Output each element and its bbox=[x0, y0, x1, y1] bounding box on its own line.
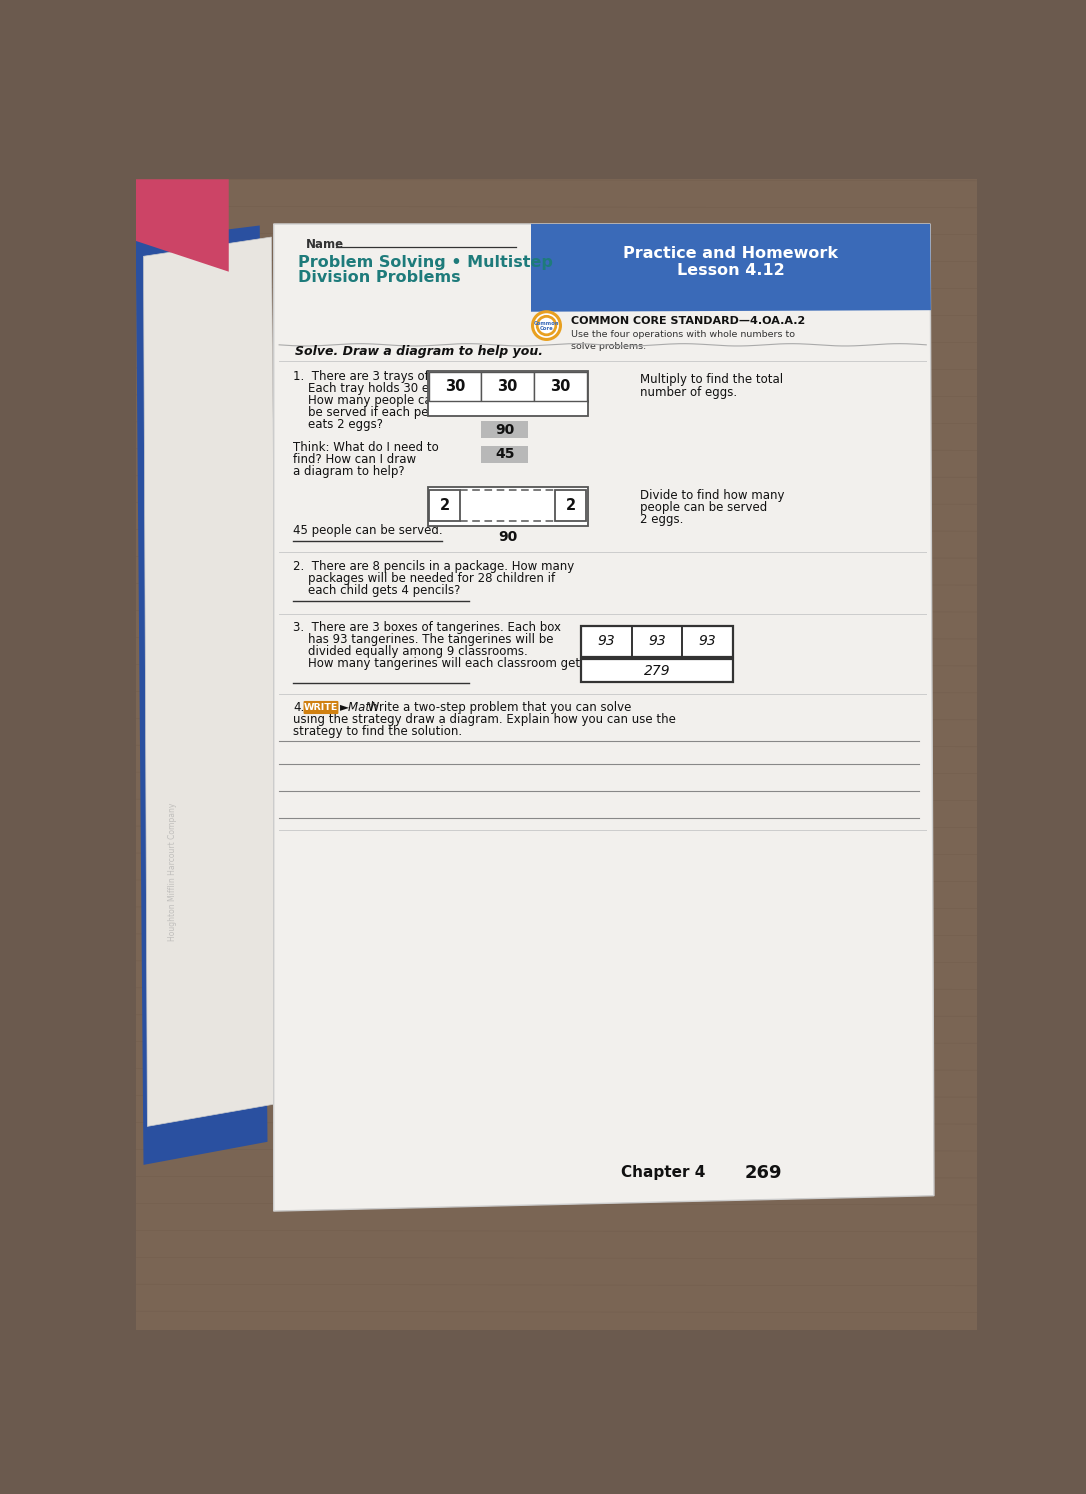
Text: be served if each person: be served if each person bbox=[293, 406, 454, 418]
Text: Chapter 4: Chapter 4 bbox=[620, 1165, 705, 1180]
Text: 90: 90 bbox=[498, 529, 517, 544]
Polygon shape bbox=[136, 226, 267, 1165]
Text: 3.  There are 3 boxes of tangerines. Each box: 3. There are 3 boxes of tangerines. Each… bbox=[293, 622, 561, 635]
Text: find? How can I draw: find? How can I draw bbox=[293, 453, 416, 466]
Bar bbox=[581, 626, 732, 657]
Text: Name: Name bbox=[306, 238, 344, 251]
Text: 93: 93 bbox=[597, 635, 616, 648]
Text: Common: Common bbox=[533, 321, 559, 326]
Text: 2: 2 bbox=[440, 499, 450, 514]
Polygon shape bbox=[274, 224, 934, 1212]
FancyBboxPatch shape bbox=[304, 701, 339, 714]
Text: 45 people can be served.: 45 people can be served. bbox=[293, 523, 443, 536]
Bar bbox=[428, 371, 588, 402]
Polygon shape bbox=[136, 179, 229, 272]
Text: Write a two-step problem that you can solve: Write a two-step problem that you can so… bbox=[365, 701, 632, 714]
Text: How many tangerines will each classroom get?: How many tangerines will each classroom … bbox=[293, 657, 586, 671]
Text: Each tray holds 30 eggs.: Each tray holds 30 eggs. bbox=[293, 382, 454, 396]
Text: WRITE: WRITE bbox=[304, 704, 338, 713]
Text: Think: What do I need to: Think: What do I need to bbox=[293, 441, 439, 454]
Bar bbox=[429, 490, 460, 521]
Polygon shape bbox=[143, 238, 279, 1126]
Circle shape bbox=[534, 314, 559, 338]
Text: 45: 45 bbox=[495, 447, 515, 462]
Bar bbox=[481, 372, 534, 400]
Text: number of eggs.: number of eggs. bbox=[640, 385, 736, 399]
Bar bbox=[534, 372, 586, 400]
Text: 30: 30 bbox=[551, 379, 570, 394]
Bar bbox=[555, 490, 586, 521]
Text: 90: 90 bbox=[495, 423, 515, 436]
Text: strategy to find the solution.: strategy to find the solution. bbox=[293, 725, 463, 738]
Text: 93: 93 bbox=[648, 635, 666, 648]
Text: 4.: 4. bbox=[293, 701, 304, 714]
Text: 2 eggs.: 2 eggs. bbox=[640, 514, 683, 526]
Bar bbox=[428, 487, 588, 526]
Text: each child gets 4 pencils?: each child gets 4 pencils? bbox=[293, 584, 460, 596]
Text: 93: 93 bbox=[698, 635, 716, 648]
Polygon shape bbox=[531, 224, 931, 312]
Text: using the strategy draw a diagram. Explain how you can use the: using the strategy draw a diagram. Expla… bbox=[293, 713, 675, 726]
Text: eats 2 eggs?: eats 2 eggs? bbox=[293, 418, 383, 430]
Text: Core: Core bbox=[540, 326, 554, 332]
Text: Houghton Mifflin Harcourt Company: Houghton Mifflin Harcourt Company bbox=[168, 804, 177, 941]
Text: 2: 2 bbox=[566, 499, 576, 514]
Text: 1.  There are 3 trays of eggs.: 1. There are 3 trays of eggs. bbox=[293, 371, 465, 384]
Bar bbox=[481, 445, 528, 463]
Text: divided equally among 9 classrooms.: divided equally among 9 classrooms. bbox=[293, 645, 528, 659]
Text: 269: 269 bbox=[745, 1164, 782, 1182]
Circle shape bbox=[531, 311, 561, 341]
Text: Divide to find how many: Divide to find how many bbox=[640, 489, 784, 502]
Bar bbox=[481, 421, 528, 438]
Text: Multiply to find the total: Multiply to find the total bbox=[640, 374, 783, 387]
Bar bbox=[429, 372, 481, 400]
Text: Solve. Draw a diagram to help you.: Solve. Draw a diagram to help you. bbox=[294, 345, 543, 359]
Text: 279: 279 bbox=[644, 663, 670, 678]
Text: Practice and Homework: Practice and Homework bbox=[623, 245, 838, 260]
Text: a diagram to help?: a diagram to help? bbox=[293, 465, 405, 478]
Text: COMMON CORE STANDARD—4.OA.A.2: COMMON CORE STANDARD—4.OA.A.2 bbox=[571, 315, 806, 326]
Text: 30: 30 bbox=[445, 379, 465, 394]
Text: has 93 tangerines. The tangerines will be: has 93 tangerines. The tangerines will b… bbox=[293, 633, 554, 647]
Text: people can be served: people can be served bbox=[640, 500, 767, 514]
Text: 2.  There are 8 pencils in a package. How many: 2. There are 8 pencils in a package. How… bbox=[293, 560, 574, 572]
Text: How many people can: How many people can bbox=[293, 394, 439, 406]
Text: ►Math: ►Math bbox=[340, 701, 379, 714]
Bar bbox=[428, 400, 588, 417]
Text: Division Problems: Division Problems bbox=[299, 270, 462, 285]
Bar bbox=[581, 659, 732, 683]
Text: packages will be needed for 28 children if: packages will be needed for 28 children … bbox=[293, 572, 555, 584]
Text: Lesson 4.12: Lesson 4.12 bbox=[677, 263, 785, 278]
Text: Problem Solving • Multistep: Problem Solving • Multistep bbox=[299, 255, 554, 270]
Text: 30: 30 bbox=[497, 379, 518, 394]
Text: Use the four operations with whole numbers to
solve problems.: Use the four operations with whole numbe… bbox=[571, 330, 795, 351]
